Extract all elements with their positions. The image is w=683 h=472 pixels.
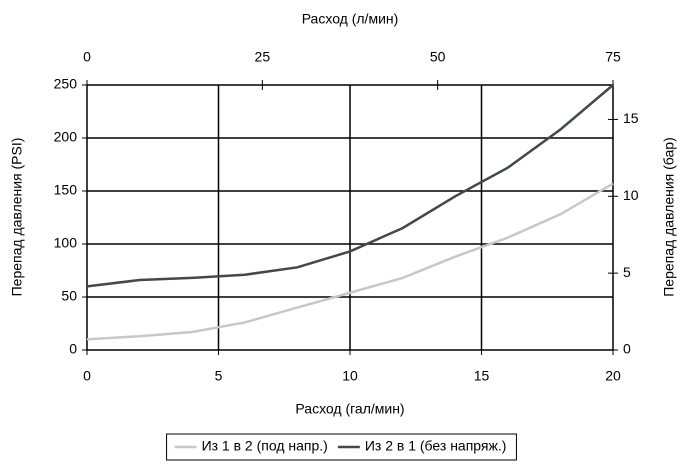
y-tick-label: 150 bbox=[54, 182, 78, 198]
x-tick-label: 5 bbox=[215, 368, 223, 384]
y-tick-label: 100 bbox=[54, 235, 78, 251]
x2-tick-label: 0 bbox=[83, 49, 91, 65]
chart: Расход (л/мин) Расход (гал/мин) Перепад … bbox=[0, 0, 683, 467]
legend: Из 1 в 2 (под напр.) Из 2 в 1 (без напряж… bbox=[167, 434, 517, 460]
y2-axis-title: Перепад давления (бар) bbox=[661, 137, 677, 297]
y2-tick-label: 0 bbox=[623, 341, 631, 357]
x2-tick-label: 50 bbox=[430, 49, 446, 65]
x-tick-label: 10 bbox=[342, 368, 358, 384]
y-axis-title: Перепад давления (PSI) bbox=[9, 138, 25, 297]
x2-tick-label: 25 bbox=[255, 49, 271, 65]
x2-tick-label: 75 bbox=[605, 49, 621, 65]
y2-tick-label: 10 bbox=[623, 187, 639, 203]
y-tick-label: 250 bbox=[54, 76, 78, 92]
x-tick-label: 0 bbox=[83, 368, 91, 384]
y2-tick-label: 15 bbox=[623, 110, 639, 126]
x-tick-label: 15 bbox=[474, 368, 490, 384]
y2-tick-label: 5 bbox=[623, 264, 631, 280]
y-tick-label: 200 bbox=[54, 129, 78, 145]
x-axis-title: Расход (гал/мин) bbox=[295, 401, 404, 417]
legend-label: Из 1 в 2 (под напр.) bbox=[202, 438, 328, 454]
y-tick-label: 50 bbox=[61, 288, 77, 304]
x-tick-label: 20 bbox=[605, 368, 621, 384]
x2-axis-title: Расход (л/мин) bbox=[302, 11, 399, 27]
y-tick-label: 0 bbox=[69, 341, 77, 357]
legend-label: Из 2 в 1 (без напряж.) bbox=[365, 438, 507, 454]
